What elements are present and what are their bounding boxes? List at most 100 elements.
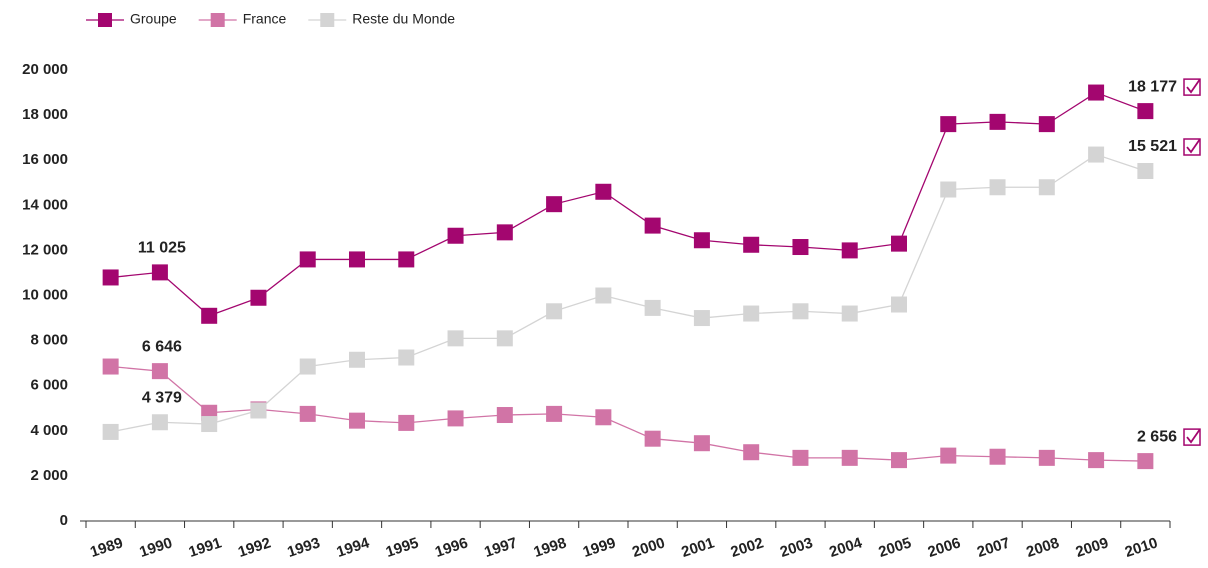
point bbox=[496, 224, 513, 241]
data-label: 15 521 bbox=[1128, 138, 1177, 155]
x-tick-label: 2004 bbox=[827, 534, 865, 561]
y-tick-label: 6 000 bbox=[30, 377, 68, 394]
point bbox=[1088, 452, 1105, 469]
legend-marker bbox=[320, 13, 335, 27]
check-icon bbox=[1183, 428, 1201, 446]
x-tick-label: 2009 bbox=[1074, 534, 1111, 560]
x-tick-label: 2002 bbox=[729, 534, 766, 560]
point bbox=[1137, 163, 1154, 180]
point bbox=[595, 409, 612, 426]
point bbox=[792, 449, 809, 466]
point bbox=[841, 305, 858, 322]
point bbox=[546, 196, 563, 213]
point bbox=[891, 296, 907, 313]
point bbox=[1088, 146, 1105, 163]
x-tick-label: 1996 bbox=[433, 534, 470, 560]
y-tick-label: 18 000 bbox=[22, 106, 68, 123]
point bbox=[1038, 449, 1055, 466]
point bbox=[250, 289, 267, 306]
x-tick-label: 1995 bbox=[384, 534, 421, 560]
point bbox=[1137, 453, 1154, 470]
point bbox=[299, 358, 316, 375]
point bbox=[940, 447, 957, 464]
point bbox=[447, 227, 464, 244]
point bbox=[201, 307, 218, 324]
point bbox=[102, 269, 119, 286]
legend-marker bbox=[210, 13, 225, 27]
y-tick-label: 4 000 bbox=[30, 422, 68, 439]
point bbox=[792, 239, 809, 256]
x-tick-label: 1993 bbox=[285, 534, 322, 560]
y-tick-label: 0 bbox=[60, 512, 68, 529]
data-label: 18 177 bbox=[1128, 78, 1177, 95]
point bbox=[349, 251, 365, 268]
data-label: 6 646 bbox=[142, 338, 182, 355]
x-tick-label: 2010 bbox=[1123, 534, 1160, 560]
point bbox=[989, 179, 1006, 196]
point bbox=[792, 303, 809, 320]
point bbox=[595, 183, 612, 200]
x-tick-label: 2006 bbox=[926, 534, 963, 560]
x-tick-label: 1990 bbox=[137, 534, 174, 560]
point bbox=[1038, 179, 1055, 196]
check-icon bbox=[1183, 78, 1201, 96]
point bbox=[989, 448, 1006, 465]
point bbox=[1137, 103, 1154, 120]
legend-marker bbox=[98, 13, 112, 27]
point bbox=[841, 449, 858, 466]
point bbox=[841, 242, 858, 259]
y-tick-label: 2 000 bbox=[30, 467, 68, 484]
point bbox=[299, 251, 316, 268]
y-tick-label: 12 000 bbox=[22, 241, 68, 258]
x-tick-label: 2005 bbox=[876, 534, 913, 560]
point bbox=[644, 217, 661, 234]
x-tick-label: 2000 bbox=[630, 534, 667, 560]
point bbox=[891, 235, 907, 252]
point bbox=[496, 407, 513, 424]
point bbox=[595, 287, 612, 304]
point bbox=[349, 351, 365, 368]
series-line bbox=[110, 365, 1146, 462]
x-tick-label: 2001 bbox=[679, 534, 716, 560]
point bbox=[743, 305, 760, 322]
y-tick-label: 20 000 bbox=[22, 61, 68, 78]
point bbox=[940, 181, 957, 198]
point bbox=[201, 416, 218, 433]
check-mark bbox=[1186, 78, 1201, 94]
point bbox=[743, 236, 760, 253]
point bbox=[496, 330, 513, 347]
x-tick-label: 1997 bbox=[482, 534, 519, 560]
point bbox=[693, 435, 710, 452]
point bbox=[1088, 84, 1105, 101]
x-tick-label: 2007 bbox=[975, 534, 1012, 560]
point bbox=[447, 410, 464, 427]
point bbox=[891, 452, 907, 469]
check-mark bbox=[1186, 138, 1201, 154]
x-tick-label: 1994 bbox=[334, 534, 372, 561]
point bbox=[398, 349, 415, 366]
point bbox=[546, 303, 563, 320]
series-line bbox=[110, 91, 1146, 317]
legend-label: Reste du Monde bbox=[352, 11, 455, 27]
x-tick-label: 2003 bbox=[778, 534, 815, 560]
x-tick-label: 1998 bbox=[532, 534, 569, 560]
y-tick-label: 10 000 bbox=[22, 286, 68, 303]
point bbox=[693, 232, 710, 249]
point bbox=[644, 299, 661, 316]
y-tick-label: 8 000 bbox=[30, 332, 68, 349]
point bbox=[349, 412, 365, 429]
point bbox=[743, 444, 760, 461]
data-label: 11 025 bbox=[138, 240, 186, 257]
point bbox=[151, 264, 168, 281]
x-tick-label: 1999 bbox=[581, 534, 618, 560]
x-tick-label: 1989 bbox=[88, 534, 125, 560]
check-mark bbox=[1186, 428, 1201, 444]
point bbox=[398, 414, 415, 431]
point bbox=[102, 423, 119, 440]
point bbox=[989, 113, 1006, 130]
x-tick-label: 1992 bbox=[236, 534, 273, 560]
point bbox=[398, 251, 415, 268]
point bbox=[151, 363, 168, 380]
legend-label: France bbox=[243, 11, 287, 27]
